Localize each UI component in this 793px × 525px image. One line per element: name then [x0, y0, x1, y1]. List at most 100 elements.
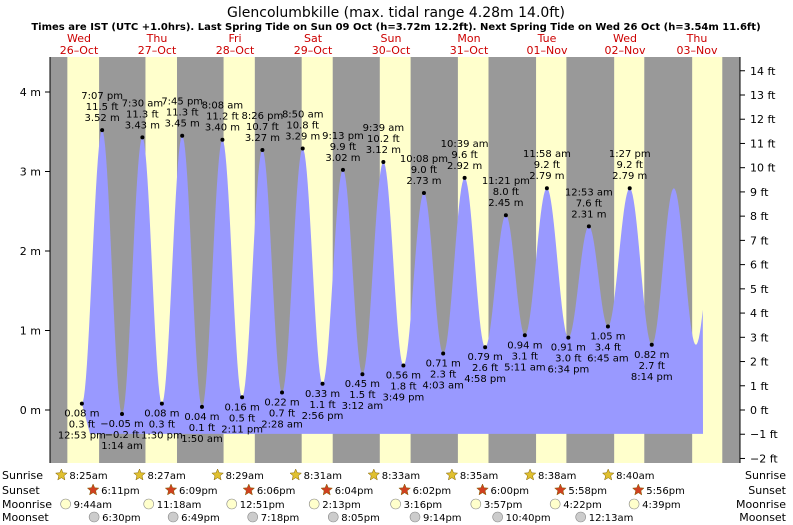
tide-point	[340, 167, 345, 172]
tide-height-ft: 1.5 ft	[349, 390, 375, 401]
moonset-icon	[492, 511, 503, 523]
tide-height-m: 2.45 m	[488, 198, 523, 209]
moonset-entry: 9:14pm	[409, 511, 462, 524]
right-tick-label: 9 ft	[750, 186, 769, 199]
right-tick-label: 5 ft	[750, 283, 769, 296]
tide-point	[381, 159, 386, 164]
sunrise-time: 8:33am	[382, 471, 420, 482]
moonset-icon	[88, 511, 100, 523]
tide-point	[544, 186, 549, 191]
tide-time: 7:45 pm	[161, 97, 203, 108]
sunrise-entry: 8:29am	[211, 468, 264, 482]
tide-time: 1:27 pm	[609, 149, 651, 160]
tide-point	[627, 186, 632, 191]
sunset-entry: 6:06pm	[242, 483, 296, 497]
sunrise-time: 8:35am	[460, 471, 498, 482]
tide-time: 3:12 am	[342, 401, 384, 412]
tide-height-ft: 1.8 ft	[390, 381, 416, 392]
sunrise-entry: 8:35am	[445, 468, 498, 482]
sunset-entry: 5:58pm	[554, 483, 607, 497]
tide-time: 4:58 pm	[464, 374, 506, 385]
sunset-time: 5:56pm	[646, 486, 685, 497]
tide-point	[180, 133, 185, 138]
left-tick-label: 0 m	[20, 404, 41, 417]
tide-low-marker: 0.79 m2.6 ft4:58 pm	[464, 345, 506, 385]
tide-time: 7:07 pm	[81, 91, 123, 102]
tide-time: 1:50 am	[181, 434, 223, 445]
moonrise-entry: 9:44am	[60, 498, 112, 511]
sunrise-icon	[445, 468, 459, 481]
tide-height-m: 0.08 m	[144, 409, 179, 420]
tide-height-ft: 2.7 ft	[639, 361, 665, 372]
right-tick-label: 4 ft	[750, 307, 769, 320]
sunset-icon	[476, 483, 489, 496]
tide-point	[360, 372, 365, 377]
moonset-time: 6:49pm	[181, 513, 220, 524]
day-name: Sat	[304, 32, 323, 45]
sunrise-time: 8:40am	[616, 471, 654, 482]
tide-height-ft: −0.2 ft	[105, 430, 140, 441]
tide-height-m: 3.40 m	[205, 123, 240, 134]
sunrise-entry: 8:40am	[601, 468, 654, 482]
tide-height-ft: 1.1 ft	[309, 400, 335, 411]
day-labels: Wed26–OctThu27–OctFri28–OctSat29–OctSun3…	[60, 32, 718, 57]
tide-time: 4:03 am	[422, 381, 464, 392]
tide-time: 1:14 am	[101, 441, 143, 452]
tide-high-marker: 12:53 am7.6 ft2.31 m	[565, 187, 613, 229]
sunrise-icon	[523, 468, 537, 481]
moonset-icon	[575, 511, 587, 523]
day-date: 29–Oct	[294, 44, 333, 57]
tide-time: 10:08 pm	[400, 154, 448, 165]
day-date: 31–Oct	[450, 44, 489, 57]
tide-height-ft: 9.2 ft	[534, 160, 560, 171]
tide-height-ft: 0.3 ft	[69, 420, 95, 431]
tide-height-m: 0.79 m	[468, 352, 503, 363]
tide-height-m: 3.43 m	[125, 120, 160, 131]
tide-height-ft: 11.2 ft	[206, 112, 239, 123]
tide-high-marker: 1:27 pm9.2 ft2.79 m	[609, 149, 651, 191]
right-tick-label: −1 ft	[750, 428, 778, 441]
right-tick-label: 10 ft	[750, 162, 776, 175]
tide-height-ft: 9.6 ft	[451, 150, 477, 161]
moonrise-entry: 11:18am	[143, 498, 201, 511]
tide-height-m: 3.12 m	[366, 145, 401, 156]
tide-height-m: 2.73 m	[406, 176, 441, 187]
tide-height-m: 3.52 m	[85, 113, 120, 124]
moonset-entry: 7:18pm	[247, 511, 299, 524]
day-date: 28–Oct	[216, 44, 255, 57]
tide-low-marker: 0.91 m3.0 ft6:34 pm	[547, 335, 589, 376]
moonrise-icon	[470, 498, 482, 510]
tide-point	[260, 148, 265, 153]
moonset-row-label-right: Moonset	[739, 511, 786, 524]
tide-height-m: 3.29 m	[285, 131, 320, 142]
tide-area	[81, 130, 703, 434]
moonset-entry: 12:13am	[575, 511, 633, 524]
sunrise-time: 8:27am	[147, 471, 185, 482]
day-name: Mon	[457, 32, 480, 45]
moonrise-entry: 3:57pm	[470, 498, 522, 511]
tide-time: 7:30 am	[122, 98, 164, 109]
sunset-time: 6:06pm	[257, 486, 296, 497]
day-name: Tue	[537, 32, 557, 45]
tide-point	[441, 351, 446, 356]
sunrise-time: 8:29am	[226, 471, 264, 482]
tide-height-m: 1.05 m	[590, 332, 625, 343]
tide-time: 2:28 am	[261, 420, 303, 431]
tide-height-ft: 9.2 ft	[617, 160, 643, 171]
tide-time: 3:49 pm	[383, 392, 425, 403]
sunrise-icon	[367, 468, 381, 481]
tide-height-m: −0.05 m	[100, 419, 144, 430]
tide-time: 9:13 pm	[322, 131, 364, 142]
tide-height-ft: 9.0 ft	[411, 165, 437, 176]
moonrise-row-label: Moonrise	[2, 498, 52, 511]
tide-height-m: 0.16 m	[225, 402, 260, 413]
moonrise-row-label-right: Moonrise	[736, 498, 786, 511]
sunrise-icon	[54, 468, 68, 481]
sunrise-icon	[289, 468, 303, 481]
tide-time: 1:30 pm	[141, 431, 183, 442]
right-tick-label: 7 ft	[750, 234, 769, 247]
tide-low-marker: −0.05 m−0.2 ft1:14 am	[100, 411, 144, 452]
